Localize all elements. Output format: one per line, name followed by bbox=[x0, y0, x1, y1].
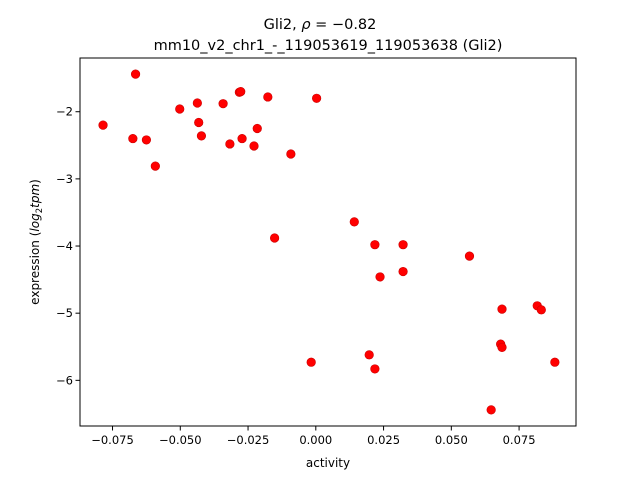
data-point bbox=[370, 364, 380, 374]
x-tick-label: 0.025 bbox=[367, 433, 400, 447]
x-tick-label: −0.050 bbox=[159, 433, 202, 447]
y-tick-label: −5 bbox=[56, 306, 73, 320]
data-point bbox=[194, 117, 204, 128]
data-point bbox=[98, 120, 108, 130]
data-point bbox=[398, 266, 408, 277]
y-tick-label: −4 bbox=[56, 239, 73, 253]
y-axis-label: expression (log2tpm) bbox=[28, 179, 45, 305]
x-tick-label: −0.075 bbox=[91, 433, 134, 447]
x-tick-label: 0.075 bbox=[503, 433, 536, 447]
plot-frame bbox=[79, 57, 577, 427]
data-point bbox=[497, 304, 507, 314]
data-point bbox=[550, 357, 560, 367]
data-point bbox=[364, 350, 374, 360]
chart-title-rho: ρ bbox=[301, 17, 311, 33]
data-point bbox=[252, 123, 262, 134]
y-axis-label-prefix: expression ( bbox=[28, 232, 42, 305]
y-tick-label: −6 bbox=[56, 373, 73, 387]
y-tick-label: −2 bbox=[56, 105, 73, 119]
data-point bbox=[236, 86, 246, 97]
data-point bbox=[486, 405, 496, 415]
y-axis-label-suffix: ) bbox=[28, 179, 42, 184]
data-point bbox=[141, 135, 152, 145]
data-point bbox=[375, 272, 385, 282]
y-axis-label-tpm: tpm bbox=[28, 184, 42, 208]
data-point bbox=[370, 240, 380, 250]
data-point bbox=[196, 131, 207, 141]
data-point bbox=[249, 141, 259, 151]
y-tick-label: −3 bbox=[56, 172, 73, 186]
data-point bbox=[312, 93, 322, 103]
x-tick-label: −0.025 bbox=[227, 433, 270, 447]
chart-title-line2: mm10_v2_chr1_-_119053619_119053638 (Gli2… bbox=[154, 38, 503, 54]
y-axis-label-log: log bbox=[28, 213, 42, 232]
data-point bbox=[270, 233, 280, 243]
points-layer bbox=[98, 69, 560, 415]
chart-title-line1: Gli2, ρ = −0.82 bbox=[264, 17, 377, 33]
data-point bbox=[175, 104, 185, 114]
chart-title-suffix: = −0.82 bbox=[311, 17, 377, 33]
data-point bbox=[128, 133, 138, 144]
x-tick-label: 0.000 bbox=[299, 433, 332, 447]
data-point bbox=[398, 240, 408, 250]
data-point bbox=[263, 92, 273, 102]
data-point bbox=[286, 149, 296, 159]
data-point bbox=[150, 161, 160, 171]
data-point bbox=[237, 133, 247, 144]
data-point bbox=[536, 305, 546, 315]
data-point bbox=[306, 357, 316, 367]
data-point bbox=[349, 217, 359, 227]
data-point bbox=[192, 98, 202, 108]
ticks-layer: −0.075 −0.050 −0.025 0.000 0.025 0.050 0.075 −6… bbox=[56, 105, 536, 447]
data-point bbox=[225, 139, 235, 149]
data-point bbox=[130, 69, 141, 79]
chart-title-prefix: Gli2, bbox=[264, 17, 302, 33]
data-point bbox=[497, 342, 507, 353]
x-tick-label: 0.050 bbox=[435, 433, 468, 447]
x-axis-label: activity bbox=[306, 456, 350, 470]
data-point bbox=[464, 251, 475, 261]
y-axis-label-sub: 2 bbox=[35, 208, 45, 213]
data-point bbox=[218, 99, 228, 109]
